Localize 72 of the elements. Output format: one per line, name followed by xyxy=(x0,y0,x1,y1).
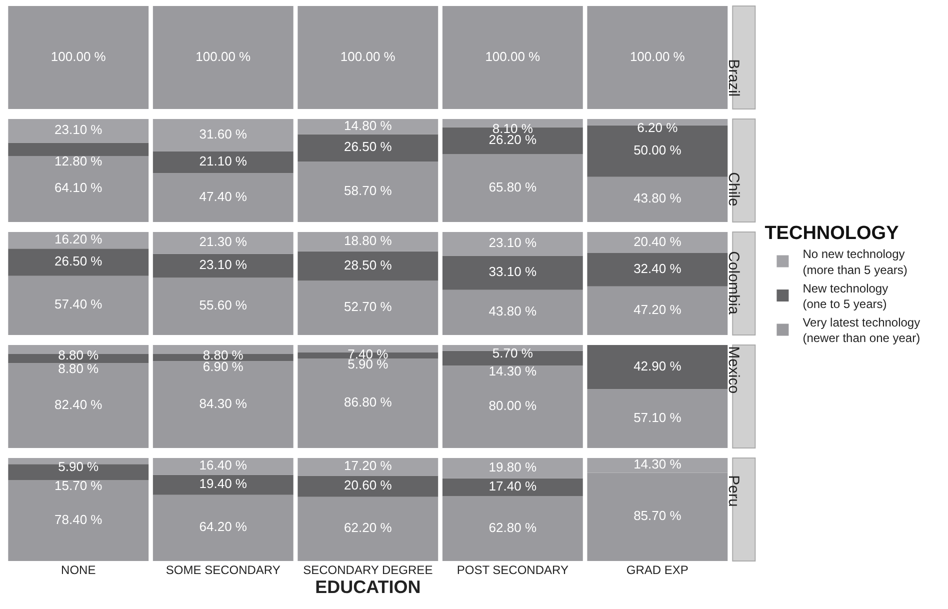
data-label: 55.60 % xyxy=(199,298,248,313)
text: Peru xyxy=(724,475,742,507)
data-label: 78.40 % xyxy=(54,512,103,527)
data-label: 17.40 % xyxy=(488,478,537,494)
data-label: 26.50 % xyxy=(54,253,103,268)
x-axis-title: EDUCATION xyxy=(315,577,421,597)
data-label: 84.30 % xyxy=(199,396,248,411)
data-label: 17.20 % xyxy=(344,458,392,474)
data-label: 65.80 % xyxy=(488,179,537,194)
x-tick-label: NONE xyxy=(61,563,96,577)
data-label: 20.40 % xyxy=(634,234,682,249)
data-label: 57.10 % xyxy=(634,410,682,425)
data-label: 52.70 % xyxy=(344,299,392,314)
data-label: 47.20 % xyxy=(634,302,682,317)
data-label: 32.40 % xyxy=(634,260,682,276)
data-label: 43.80 % xyxy=(634,190,682,206)
legend-label: New technology (one to 5 years) xyxy=(802,281,888,311)
data-label: 20.60 % xyxy=(344,478,392,493)
x-tick-label: POST SECONDARY xyxy=(456,563,568,577)
data-label: 23.10 % xyxy=(199,257,248,272)
text: Brazil xyxy=(724,59,742,97)
data-label: 64.10 % xyxy=(54,180,103,196)
data-label: 12.80 % xyxy=(54,154,103,169)
data-label: 19.80 % xyxy=(488,459,537,474)
data-label: 33.10 % xyxy=(488,264,537,280)
data-label: 100.00 % xyxy=(340,48,396,64)
data-label: 8.80 % xyxy=(58,347,100,362)
data-label: 16.20 % xyxy=(54,231,103,246)
data-label: 100.00 % xyxy=(485,48,541,64)
data-label: 21.30 % xyxy=(199,234,248,250)
data-label: 8.80 % xyxy=(58,360,100,376)
legend-title: TECHNOLOGY xyxy=(764,223,900,244)
legend-label: Very latest technology (newer than one year) xyxy=(802,316,920,346)
data-label: 64.20 % xyxy=(199,519,248,534)
data-label: 15.70 % xyxy=(54,478,103,493)
data-label: 26.50 % xyxy=(344,139,392,154)
data-label: 62.80 % xyxy=(488,520,537,535)
data-label: 31.60 % xyxy=(199,126,248,142)
data-label: 62.20 % xyxy=(344,520,392,536)
data-label: 16.40 % xyxy=(199,458,248,473)
data-label: 5.70 % xyxy=(492,346,534,361)
data-label: 42.90 % xyxy=(634,358,682,374)
text: Mexico xyxy=(724,346,742,394)
x-tick-label: SOME SECONDARY xyxy=(166,563,280,577)
data-label: 23.10 % xyxy=(488,235,537,250)
x-tick-label: GRAD EXP xyxy=(626,563,688,577)
data-label: 23.10 % xyxy=(54,122,103,138)
data-label: 43.80 % xyxy=(488,304,537,319)
data-label: 82.40 % xyxy=(54,396,103,412)
data-label: 57.40 % xyxy=(54,296,103,312)
data-label: 58.70 % xyxy=(344,183,392,198)
x-tick-label: SECONDARY DEGREE xyxy=(303,563,433,577)
data-label: 14.30 % xyxy=(634,456,682,472)
data-label: 100.00 % xyxy=(630,48,686,64)
data-label: 14.30 % xyxy=(488,363,537,378)
data-label: 21.10 % xyxy=(199,154,248,169)
data-label: 14.80 % xyxy=(344,118,392,133)
data-label: 100.00 % xyxy=(196,48,252,64)
text: Colombia xyxy=(724,251,742,316)
data-label: 100.00 % xyxy=(50,48,106,64)
data-label: 80.00 % xyxy=(488,398,537,414)
data-label: 47.40 % xyxy=(199,188,248,204)
data-label: 50.00 % xyxy=(634,142,682,158)
data-label: 19.40 % xyxy=(199,476,248,492)
data-label: 18.80 % xyxy=(344,232,392,248)
data-label: 86.80 % xyxy=(344,394,392,410)
data-label: 5.90 % xyxy=(58,458,100,474)
data-label: 6.20 % xyxy=(637,120,678,135)
data-label: 85.70 % xyxy=(634,508,682,524)
legend-label: No new technology (more than 5 years) xyxy=(802,247,908,277)
data-label: 28.50 % xyxy=(344,257,392,272)
text: Chile xyxy=(724,172,742,206)
